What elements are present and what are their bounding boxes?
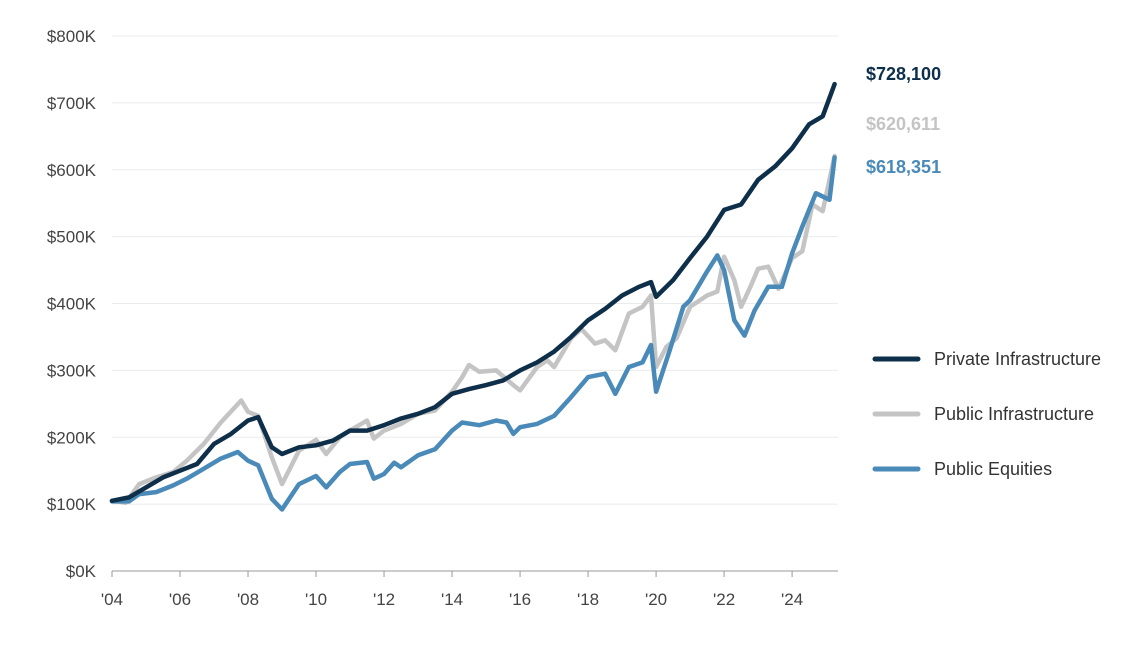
y-axis-tick-labels: $0K $100K $200K $300K $400K $500K $600K $700K $8… <box>47 27 97 581</box>
x-tick-label: '10 <box>305 590 327 609</box>
x-tick-label: '12 <box>373 590 395 609</box>
series-lines <box>109 81 837 512</box>
legend: Private Infrastructure Public Infrastruct… <box>872 349 1101 479</box>
x-tick-label: '06 <box>169 590 191 609</box>
x-tick-label: '04 <box>101 590 123 609</box>
y-tick-label: $0K <box>66 562 97 581</box>
end-value-label: $728,100 <box>866 64 941 84</box>
series-line-public-infrastructure <box>109 153 837 506</box>
legend-item: Public Infrastructure <box>872 404 1094 424</box>
y-tick-label: $800K <box>47 27 97 46</box>
x-tick-label: '08 <box>237 590 259 609</box>
end-value-labels: $728,100 $620,611 $618,351 <box>866 64 941 177</box>
x-tick-label: '22 <box>713 590 735 609</box>
y-tick-label: $500K <box>47 228 97 247</box>
legend-item: Public Equities <box>872 459 1052 479</box>
x-tick-label: '14 <box>441 590 463 609</box>
y-tick-label: $200K <box>47 428 97 447</box>
x-tick-label: '20 <box>645 590 667 609</box>
series-line-private-infrastructure <box>109 81 837 504</box>
y-tick-label: $100K <box>47 495 97 514</box>
series-line-public-equities <box>109 155 837 512</box>
x-tick-label: '18 <box>577 590 599 609</box>
legend-label: Private Infrastructure <box>934 349 1101 369</box>
legend-label: Public Infrastructure <box>934 404 1094 424</box>
y-tick-label: $700K <box>47 94 97 113</box>
y-tick-label: $600K <box>47 161 97 180</box>
end-value-label: $618,351 <box>866 157 941 177</box>
grid-lines <box>112 35 838 572</box>
x-tick-label: '16 <box>509 590 531 609</box>
y-tick-label: $400K <box>47 295 97 314</box>
x-tick-label: '24 <box>781 590 803 609</box>
legend-label: Public Equities <box>934 459 1052 479</box>
legend-item: Private Infrastructure <box>872 349 1101 369</box>
end-value-label: $620,611 <box>866 114 940 134</box>
x-axis-tick-labels: '04 '06 '08 '10 '12 '14 '16 '18 '20 '22 '24 <box>101 571 803 609</box>
y-tick-label: $300K <box>47 361 97 380</box>
